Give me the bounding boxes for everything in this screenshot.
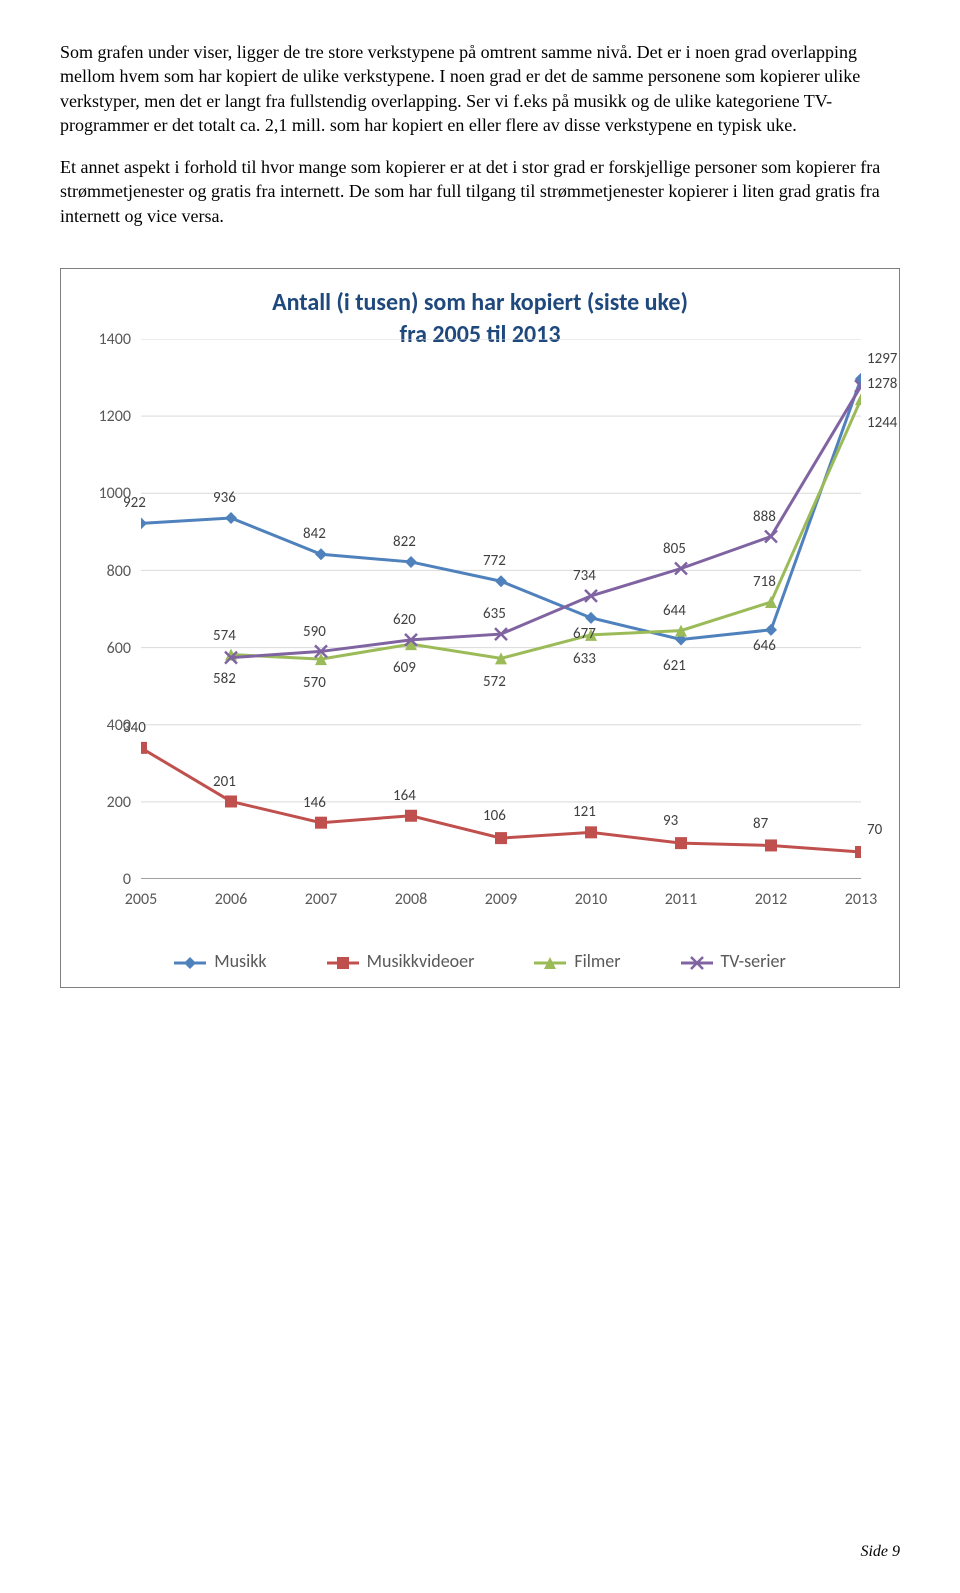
chart-data-label: 633 — [573, 649, 596, 669]
chart-legend-marker — [327, 953, 359, 969]
chart-legend-label: Musikkvideoer — [367, 949, 475, 973]
chart-data-label: 936 — [213, 488, 236, 508]
chart-data-label: 121 — [573, 802, 596, 822]
chart-y-tick-label: 400 — [71, 715, 131, 737]
chart-data-label: 1244 — [867, 413, 897, 433]
chart-legend-item: TV-serier — [681, 949, 786, 973]
chart-legend-marker — [174, 953, 206, 969]
chart-legend-item: Filmer — [534, 949, 620, 973]
chart-x-tick-label: 2012 — [741, 889, 801, 911]
chart-data-label: 842 — [303, 524, 326, 544]
chart-x-tick-label: 2010 — [561, 889, 621, 911]
page-footer: Side 9 — [860, 1541, 900, 1563]
chart-legend-label: Filmer — [574, 949, 620, 973]
chart-data-label: 644 — [663, 601, 686, 621]
chart-y-tick-label: 800 — [71, 561, 131, 583]
chart-data-label: 572 — [483, 672, 506, 692]
chart-data-label: 609 — [393, 658, 416, 678]
chart-y-tick-label: 200 — [71, 792, 131, 814]
chart-data-label: 646 — [753, 636, 776, 656]
chart-data-label: 1278 — [867, 374, 897, 394]
chart-data-label: 718 — [753, 572, 776, 592]
chart-data-label: 888 — [753, 507, 776, 527]
chart-x-tick-label: 2006 — [201, 889, 261, 911]
chart-x-tick-label: 2005 — [111, 889, 171, 911]
chart-data-label: 582 — [213, 669, 236, 689]
chart-data-label: 1297 — [867, 349, 897, 369]
chart-data-label: 87 — [753, 814, 768, 834]
chart-data-label: 635 — [483, 604, 506, 624]
chart-legend-item: Musikk — [174, 949, 266, 973]
chart-x-tick-label: 2013 — [831, 889, 891, 911]
chart-legend-label: Musikk — [214, 949, 266, 973]
chart-legend-marker — [534, 953, 566, 969]
chart-x-tick-label: 2007 — [291, 889, 351, 911]
chart-data-label: 805 — [663, 539, 686, 559]
chart-data-label: 620 — [393, 610, 416, 630]
chart-data-label: 93 — [663, 811, 678, 831]
chart-legend-item: Musikkvideoer — [327, 949, 475, 973]
chart-y-tick-label: 1200 — [71, 406, 131, 428]
paragraph-1: Som grafen under viser, ligger de tre st… — [60, 40, 900, 137]
chart-plot-area: 9229368428227726776216461297340201146164… — [141, 339, 861, 879]
chart-x-tick-label: 2011 — [651, 889, 711, 911]
chart-data-label: 70 — [867, 820, 882, 840]
chart-data-label: 621 — [663, 656, 686, 676]
chart-legend-marker — [681, 953, 713, 969]
chart-legend: Musikk Musikkvideoer Filmer TV-serier — [61, 949, 899, 973]
chart-legend-label: TV-serier — [721, 949, 786, 973]
chart-container: Antall (i tusen) som har kopiert (siste … — [60, 268, 900, 988]
chart-data-label: 677 — [573, 624, 596, 644]
chart-y-tick-label: 600 — [71, 638, 131, 660]
chart-data-label: 822 — [393, 532, 416, 552]
chart-data-label: 590 — [303, 622, 326, 642]
chart-title-line1: Antall (i tusen) som har kopiert (siste … — [61, 287, 899, 319]
chart-y-tick-label: 1400 — [71, 329, 131, 351]
chart-x-tick-label: 2009 — [471, 889, 531, 911]
chart-data-label: 164 — [393, 786, 416, 806]
chart-data-label: 146 — [303, 793, 326, 813]
chart-data-label: 201 — [213, 772, 236, 792]
chart-data-label: 734 — [573, 566, 596, 586]
chart-data-label: 106 — [483, 806, 506, 826]
chart-y-tick-label: 0 — [71, 869, 131, 891]
chart-x-tick-label: 2008 — [381, 889, 441, 911]
chart-data-label: 574 — [213, 626, 236, 646]
chart-y-tick-label: 1000 — [71, 483, 131, 505]
paragraph-2: Et annet aspekt i forhold til hvor mange… — [60, 155, 900, 228]
chart-data-label: 570 — [303, 673, 326, 693]
chart-data-label: 772 — [483, 551, 506, 571]
